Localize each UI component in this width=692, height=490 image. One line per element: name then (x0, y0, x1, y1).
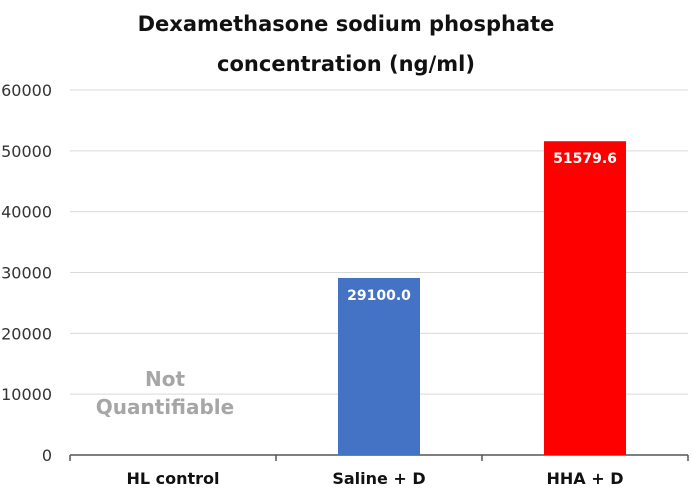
not-quantifiable-annotation: Not (145, 367, 185, 391)
y-tick-label: 60000 (1, 81, 52, 100)
bar-value-label: 51579.6 (553, 151, 617, 167)
y-tick-label: 50000 (1, 142, 52, 161)
bar-value-label: 29100.0 (347, 288, 411, 304)
not-quantifiable-annotation: Quantifiable (96, 395, 234, 419)
chart-title-line-2: concentration (ng/ml) (217, 52, 475, 76)
x-tick-label: HL control (126, 469, 219, 488)
bar (544, 141, 626, 455)
y-tick-label: 30000 (1, 264, 52, 283)
y-tick-label: 10000 (1, 385, 52, 404)
y-tick-label: 0 (42, 446, 52, 465)
chart-title: Dexamethasone sodium phosphate concentra… (0, 4, 692, 84)
x-tick-label: HHA + D (547, 469, 624, 488)
y-tick-label: 20000 (1, 324, 52, 343)
y-tick-label: 40000 (1, 203, 52, 222)
x-tick-label: Saline + D (332, 469, 425, 488)
chart-title-line-1: Dexamethasone sodium phosphate (137, 12, 555, 36)
bar (338, 277, 420, 455)
